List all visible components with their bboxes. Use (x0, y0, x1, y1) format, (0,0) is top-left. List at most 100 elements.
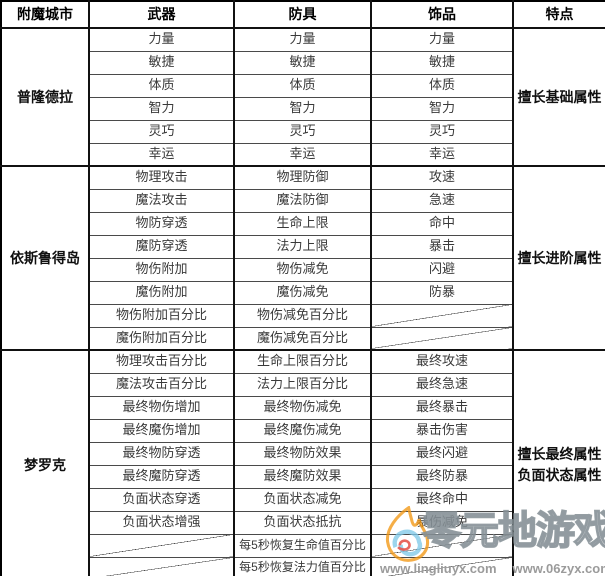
attr-cell: 暴击 (370, 234, 514, 259)
attr-cell: 魔防穿透 (88, 234, 235, 259)
trait-cell: 擅长进阶属性 (512, 165, 605, 351)
attr-cell: 魔法攻击百分比 (88, 372, 235, 397)
attr-cell: 命中 (370, 211, 514, 236)
attr-cell: 急速 (370, 188, 514, 213)
attr-cell: 物伤减免 (233, 257, 372, 282)
table-row: 梦罗克 物理攻击百分比 生命上限百分比 最终攻速 擅长最终属性 负面状态属性 (0, 349, 605, 576)
table-row: 灵巧 灵巧 灵巧 (1, 119, 605, 144)
attr-cell: 最终命中 (370, 487, 514, 512)
diagonal-empty-cell (88, 533, 235, 558)
header-weapon: 武器 (88, 0, 235, 29)
attr-cell: 负面状态抵抗 (233, 510, 372, 535)
diagonal-empty-cell (88, 556, 235, 576)
attr-cell: 智力 (233, 96, 372, 121)
attr-cell: 物理攻击 (88, 165, 235, 190)
attr-cell: 魔法防御 (233, 188, 372, 213)
trait-cell: 擅长基础属性 (512, 27, 605, 167)
attr-cell: 敏捷 (370, 50, 514, 75)
attr-cell: 魔伤减免 (233, 280, 372, 305)
attr-cell: 敏捷 (88, 50, 235, 75)
attr-cell: 负面状态增强 (88, 510, 235, 535)
table-row: 物防穿透 生命上限 命中 (1, 211, 605, 236)
attr-cell: 物伤减免百分比 (233, 303, 372, 328)
attr-cell: 体质 (88, 73, 235, 98)
attr-cell: 幸运 (233, 142, 372, 167)
attr-cell: 暴击伤害 (370, 418, 514, 443)
city-cell-prontera: 普隆德拉 (0, 27, 90, 167)
attr-cell: 力量 (88, 27, 235, 52)
attr-cell: 每5秒恢复生命值百分比 (233, 533, 372, 558)
table-row: 物伤附加 物伤减免 闪避 (1, 257, 605, 282)
attr-cell: 法力上限百分比 (233, 372, 372, 397)
attr-cell: 体质 (233, 73, 372, 98)
table-row: 智力 智力 智力 (1, 96, 605, 121)
attr-cell: 生命上限百分比 (233, 349, 372, 374)
attr-cell: 每5秒恢复法力值百分比 (233, 556, 372, 576)
attr-cell: 幸运 (370, 142, 514, 167)
table-row: 每5秒恢复法力值百分比 (1, 556, 605, 576)
attr-cell: 负面状态穿透 (88, 487, 235, 512)
attr-cell: 最终魔防穿透 (88, 464, 235, 489)
attr-cell: 防暴 (370, 280, 514, 305)
attr-cell: 最终物防效果 (233, 441, 372, 466)
diagonal-empty-cell (370, 303, 514, 328)
table-row: 魔防穿透 法力上限 暴击 (1, 234, 605, 259)
attr-cell: 灵巧 (233, 119, 372, 144)
header-city: 附魔城市 (0, 0, 90, 29)
table-row: 依斯鲁得岛 物理攻击 物理防御 攻速 擅长进阶属性 (0, 165, 605, 351)
table-row: 负面状态穿透 负面状态减免 最终命中 (1, 487, 605, 512)
attr-cell: 最终物伤减免 (233, 395, 372, 420)
header-armor: 防具 (233, 0, 372, 29)
attr-cell: 敏捷 (233, 50, 372, 75)
table-row: 魔伤附加 魔伤减免 防暴 (1, 280, 605, 305)
attr-cell: 暴伤减免 (370, 510, 514, 535)
trait-cell: 擅长最终属性 负面状态属性 (512, 349, 605, 576)
city-cell-izlude: 依斯鲁得岛 (0, 165, 90, 351)
attr-cell: 最终急速 (370, 372, 514, 397)
attr-cell: 智力 (370, 96, 514, 121)
attr-cell: 最终暴击 (370, 395, 514, 420)
table-row: 魔法攻击 魔法防御 急速 (1, 188, 605, 213)
table-row: 敏捷 敏捷 敏捷 (1, 50, 605, 75)
attr-cell: 物伤附加百分比 (88, 303, 235, 328)
attr-cell: 魔伤附加百分比 (88, 326, 235, 351)
attr-cell: 法力上限 (233, 234, 372, 259)
attr-cell: 闪避 (370, 257, 514, 282)
attr-cell: 智力 (88, 96, 235, 121)
attr-cell: 物伤附加 (88, 257, 235, 282)
diagonal-empty-cell (370, 556, 514, 576)
attr-cell: 最终防暴 (370, 464, 514, 489)
attr-cell: 灵巧 (370, 119, 514, 144)
attr-cell: 物理攻击百分比 (88, 349, 235, 374)
attr-cell: 体质 (370, 73, 514, 98)
attr-cell: 最终闪避 (370, 441, 514, 466)
attr-cell: 灵巧 (88, 119, 235, 144)
attr-cell: 最终物伤增加 (88, 395, 235, 420)
attr-cell: 最终魔防效果 (233, 464, 372, 489)
attr-cell: 魔法攻击 (88, 188, 235, 213)
attr-cell: 最终物防穿透 (88, 441, 235, 466)
attr-cell: 物理防御 (233, 165, 372, 190)
table-row: 每5秒恢复生命值百分比 (1, 533, 605, 558)
diagonal-empty-cell (370, 533, 514, 558)
attr-cell: 生命上限 (233, 211, 372, 236)
table-row: 物伤附加百分比 物伤减免百分比 (1, 303, 605, 328)
attr-cell: 幸运 (88, 142, 235, 167)
attr-cell: 攻速 (370, 165, 514, 190)
attr-cell: 魔伤减免百分比 (233, 326, 372, 351)
table-row: 幸运 幸运 幸运 (1, 142, 605, 167)
diagonal-empty-cell (370, 326, 514, 351)
table-row: 最终物防穿透 最终物防效果 最终闪避 (1, 441, 605, 466)
header-row: 附魔城市 武器 防具 饰品 特点 (0, 0, 605, 29)
attr-cell: 力量 (370, 27, 514, 52)
attr-cell: 最终魔伤增加 (88, 418, 235, 443)
header-trait: 特点 (512, 0, 605, 29)
table-row: 体质 体质 体质 (1, 73, 605, 98)
attr-cell: 最终攻速 (370, 349, 514, 374)
attr-cell: 最终魔伤减免 (233, 418, 372, 443)
city-cell-morroc: 梦罗克 (0, 349, 90, 576)
attr-cell: 力量 (233, 27, 372, 52)
attr-cell: 负面状态减免 (233, 487, 372, 512)
